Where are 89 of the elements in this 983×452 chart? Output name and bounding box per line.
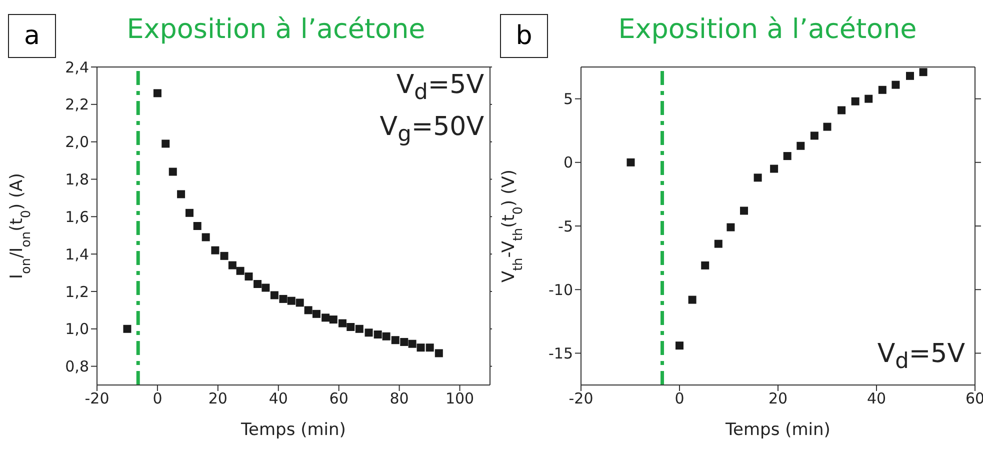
point xyxy=(726,223,735,232)
point xyxy=(892,80,900,89)
point xyxy=(810,132,818,140)
point xyxy=(374,330,382,338)
point xyxy=(228,261,236,270)
point xyxy=(270,291,278,300)
x-axis-title: Temps (min) xyxy=(240,420,346,440)
point xyxy=(304,306,312,314)
point xyxy=(864,94,873,103)
text: b xyxy=(500,14,548,58)
point xyxy=(851,97,860,106)
point xyxy=(626,158,635,166)
chart-title: Exposition à l’acétone xyxy=(126,14,426,45)
point xyxy=(416,344,425,352)
point xyxy=(244,272,253,281)
y-tick-label: 0,8 xyxy=(65,358,89,376)
x-tick-label: 20 xyxy=(208,390,228,408)
point xyxy=(919,68,928,76)
point xyxy=(701,261,710,270)
point xyxy=(434,349,443,358)
point xyxy=(838,106,846,114)
point xyxy=(676,342,684,350)
x-tick-label: 40 xyxy=(866,390,886,408)
point xyxy=(193,222,202,230)
point xyxy=(364,328,373,337)
point xyxy=(236,266,244,275)
point xyxy=(714,240,722,248)
point xyxy=(770,164,778,173)
y-tick-label: 1,2 xyxy=(65,282,89,301)
y-tick-label: -15 xyxy=(548,344,573,363)
x-tick-label: 60 xyxy=(329,390,348,408)
point xyxy=(382,332,390,340)
x-tick-label: 100 xyxy=(445,390,474,408)
point xyxy=(355,324,364,333)
x-tick-label: 40 xyxy=(268,390,288,408)
annotation: V$_{d}$=5V xyxy=(877,338,965,374)
annotation: V$_{g}$=50V xyxy=(380,112,484,148)
point xyxy=(906,72,914,80)
point xyxy=(202,233,210,242)
y-tick-label: 2,2 xyxy=(65,96,89,114)
point xyxy=(783,152,792,160)
point xyxy=(162,140,170,148)
y-tick-label: -5 xyxy=(558,217,573,236)
y-tick-label: 1,6 xyxy=(65,208,89,226)
point xyxy=(186,208,194,217)
point xyxy=(878,86,886,94)
text: a xyxy=(8,14,56,58)
y-tick-label: 2,0 xyxy=(65,133,89,152)
point xyxy=(312,310,320,318)
x-tick-label: 20 xyxy=(768,390,788,408)
point xyxy=(754,174,762,182)
point xyxy=(329,316,338,324)
point xyxy=(796,142,805,150)
point xyxy=(262,284,270,292)
point xyxy=(338,319,346,328)
point xyxy=(123,324,132,333)
point xyxy=(322,314,330,322)
point xyxy=(287,296,296,305)
point xyxy=(346,323,355,332)
point xyxy=(391,336,400,344)
y-tick-label: 1,4 xyxy=(65,245,89,264)
point xyxy=(688,296,696,304)
point xyxy=(177,190,186,198)
point xyxy=(211,246,220,254)
point xyxy=(279,294,288,303)
y-tick-label: 1,8 xyxy=(65,170,89,189)
point xyxy=(400,338,408,346)
y-tick-label: -10 xyxy=(548,280,573,299)
point xyxy=(408,340,416,348)
point xyxy=(823,122,832,131)
y-tick-label: 5 xyxy=(563,90,573,108)
x-tick-label: 80 xyxy=(390,390,409,408)
point xyxy=(153,89,162,98)
point xyxy=(254,280,262,288)
x-tick-label: -20 xyxy=(84,390,110,408)
annotation: V$_{d}$=5V xyxy=(396,70,484,106)
x-axis-title: Temps (min) xyxy=(724,420,830,440)
point xyxy=(168,168,177,176)
point xyxy=(296,298,304,307)
x-tick-label: 0 xyxy=(674,390,684,408)
point xyxy=(740,206,748,215)
point xyxy=(426,344,434,352)
y-tick-label: 1,0 xyxy=(65,320,89,338)
chart-title: Exposition à l’acétone xyxy=(617,14,918,45)
x-tick-label: -20 xyxy=(568,390,594,408)
y-tick-label: 0 xyxy=(563,154,573,172)
point xyxy=(220,252,228,260)
x-tick-label: 0 xyxy=(152,390,162,408)
y-tick-label: 2,4 xyxy=(65,58,89,76)
